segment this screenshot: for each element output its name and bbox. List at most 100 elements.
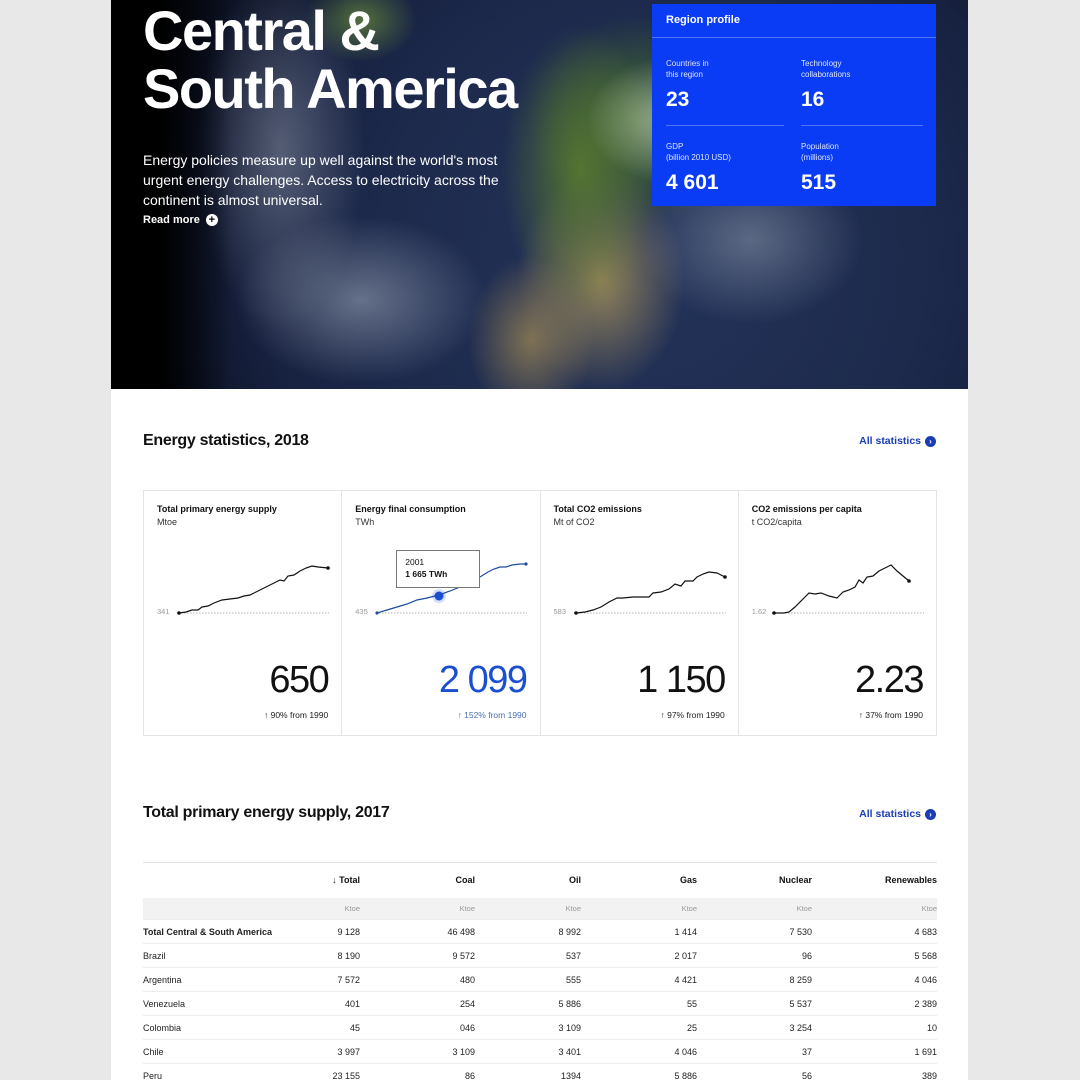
sparkline-chart — [177, 565, 330, 615]
card-change: ↑ 152% from 1990 — [457, 710, 527, 720]
cell: 1 691 — [812, 1039, 937, 1064]
cell: 37 — [697, 1039, 812, 1064]
divider — [801, 125, 923, 126]
cell: 2 389 — [812, 991, 937, 1016]
cell: 23 155 — [293, 1063, 360, 1080]
chart-tooltip: 2001 1 665 TWh — [396, 550, 481, 588]
cell: 55 — [581, 991, 697, 1016]
cell: 3 997 — [293, 1039, 360, 1064]
column-header-total[interactable]: ↓ Total — [293, 862, 360, 898]
profile-label: Technology — [801, 59, 842, 68]
cell: 8 190 — [293, 943, 360, 968]
cell: 3 254 — [697, 1015, 812, 1040]
table-row: Peru 23 155 86 1394 5 886 56 389 — [143, 1063, 937, 1080]
unit-cell — [143, 897, 293, 920]
column-header-nuclear[interactable]: Nuclear — [697, 862, 812, 898]
baseline-label: 341 — [157, 607, 170, 616]
cell: 8 259 — [697, 967, 812, 992]
profile-collaborations: Technology collaborations 16 — [801, 58, 923, 112]
all-statistics-label: All statistics — [859, 435, 921, 447]
read-more-label: Read more — [143, 214, 200, 226]
column-header-coal[interactable]: Coal — [360, 862, 475, 898]
stat-card-co2-per-capita[interactable]: CO2 emissions per capita t CO2/capita 1.… — [739, 491, 936, 735]
card-title: CO2 emissions per capita — [751, 504, 862, 514]
title-line-1: Central & — [143, 0, 380, 62]
column-header-oil[interactable]: Oil — [475, 862, 581, 898]
tooltip-value: 1 665 TWh — [405, 569, 448, 579]
cell: 9 128 — [293, 919, 360, 944]
card-change: ↑ 37% from 1990 — [858, 710, 923, 720]
profile-value: 23 — [666, 88, 690, 111]
card-value: 2.23 — [855, 659, 924, 701]
cell: 7 572 — [293, 967, 360, 992]
card-value: 2 099 — [438, 659, 528, 701]
supply-table-title: Total primary energy supply, 2017 — [143, 804, 390, 821]
unit-cell: Ktoe — [293, 897, 360, 920]
cell: 3 401 — [475, 1039, 581, 1064]
hero-description: Energy policies measure up well against … — [143, 152, 499, 208]
plus-circle-icon: + — [205, 214, 218, 226]
chevron-right-circle-icon: › — [925, 808, 936, 820]
cell: 555 — [475, 967, 581, 992]
card-title: Total CO2 emissions — [553, 504, 642, 514]
profile-value: 4 601 — [666, 171, 719, 194]
stat-cards: Total primary energy supply Mtoe 341 650… — [143, 490, 937, 736]
table-row: Colombia 45 046 3 109 25 3 254 10 — [143, 1015, 937, 1040]
cell: 3 109 — [360, 1039, 475, 1064]
cell: 7 530 — [697, 919, 812, 944]
cell: 3 109 — [475, 1015, 581, 1040]
cell: 86 — [360, 1063, 475, 1080]
card-unit: Mtoe — [157, 517, 178, 527]
cell: 4 683 — [812, 919, 937, 944]
profile-gdp: GDP (billion 2010 USD) 4 601 — [666, 141, 788, 195]
row-label: Argentina — [143, 967, 293, 992]
energy-stats-title: Energy statistics, 2018 — [143, 432, 309, 449]
card-unit: TWh — [355, 517, 375, 527]
sparkline-chart — [573, 571, 727, 615]
cell: 5 886 — [581, 1063, 697, 1080]
hero-shade — [111, 0, 231, 389]
card-change: ↑ 90% from 1990 — [263, 710, 329, 720]
card-unit: Mt of CO2 — [553, 517, 595, 527]
stat-card-final-consumption[interactable]: Energy final consumption TWh 2001 1 665 … — [342, 491, 541, 735]
table-row: Chile 3 997 3 109 3 401 4 046 37 1 691 — [143, 1039, 937, 1064]
table-header-row: ↓ Total Coal Oil Gas Nuclear Renewables — [143, 862, 937, 898]
tooltip-year: 2001 — [405, 557, 425, 567]
hero-banner: Central & South America Energy policies … — [111, 0, 968, 389]
chevron-right-circle-icon: › — [925, 435, 936, 447]
card-title: Energy final consumption — [355, 504, 466, 514]
row-label: Peru — [143, 1063, 293, 1080]
cell: 5 537 — [697, 991, 812, 1016]
cell: 4 421 — [581, 967, 697, 992]
cell: 5 568 — [812, 943, 937, 968]
read-more-link[interactable]: Read more + — [143, 214, 218, 226]
profile-value: 515 — [801, 171, 837, 194]
cell: 8 992 — [475, 919, 581, 944]
cell: 25 — [581, 1015, 697, 1040]
cell: 46 498 — [360, 919, 475, 944]
cell: 1394 — [475, 1063, 581, 1080]
profile-label: GDP — [666, 142, 684, 151]
row-label: Brazil — [143, 943, 293, 968]
all-statistics-link[interactable]: All statistics › — [859, 435, 936, 447]
cell: 046 — [360, 1015, 475, 1040]
cell: 254 — [360, 991, 475, 1016]
all-statistics-label: All statistics — [859, 808, 921, 820]
table-row: Brazil 8 190 9 572 537 2 017 96 5 568 — [143, 943, 937, 968]
page: Central & South America Energy policies … — [111, 0, 968, 1080]
all-statistics-link-2[interactable]: All statistics › — [859, 808, 936, 820]
unit-cell: Ktoe — [581, 897, 697, 920]
region-profile-panel: Region profile Countries in this region … — [652, 4, 936, 206]
profile-label: Countries in — [666, 59, 709, 68]
profile-countries: Countries in this region 23 — [666, 58, 788, 112]
card-title: Total primary energy supply — [157, 504, 277, 514]
row-label: Venezuela — [143, 991, 293, 1016]
unit-cell: Ktoe — [697, 897, 812, 920]
column-header-renewables[interactable]: Renewables — [812, 862, 937, 898]
supply-table: ↓ Total Coal Oil Gas Nuclear Renewables … — [143, 862, 937, 1080]
stat-card-primary-supply[interactable]: Total primary energy supply Mtoe 341 650… — [144, 491, 343, 735]
column-header-gas[interactable]: Gas — [581, 862, 697, 898]
sparkline-chart — [771, 564, 924, 615]
stat-card-co2-emissions[interactable]: Total CO2 emissions Mt of CO2 583 1 150 … — [541, 491, 739, 735]
cell: 1 414 — [581, 919, 697, 944]
